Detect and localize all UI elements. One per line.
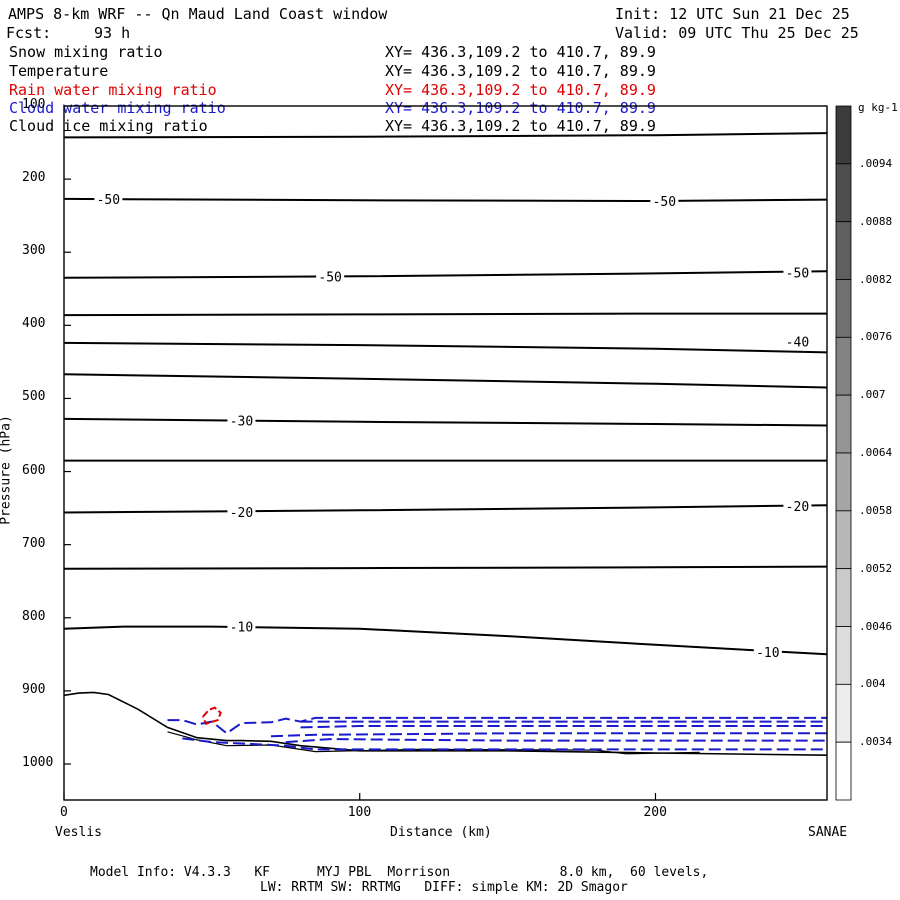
contour-label: -20	[230, 506, 253, 521]
colorbar-swatch	[835, 163, 852, 223]
contour-label: -50	[786, 267, 809, 282]
contour-label: -50	[97, 193, 120, 208]
left-endpoint-label: Veslis	[55, 825, 102, 840]
colorbar-swatch	[835, 683, 852, 743]
temperature-contour	[64, 565, 827, 570]
y-tick-label: 1000	[22, 755, 54, 770]
contour-label: -50	[653, 195, 676, 210]
forecast-label: Fcst:	[6, 24, 52, 42]
field-name-rain: Rain water mixing ratio	[9, 81, 217, 99]
colorbar-swatch	[835, 568, 852, 627]
colorbar-tick-label: .0076	[859, 330, 893, 344]
temperature-contour	[64, 504, 827, 514]
model-info-line1: Model Info: V4.3.3 KF MYJ PBL Morrison 8…	[90, 865, 709, 880]
y-tick-label: 900	[22, 681, 46, 697]
contour-label: -40	[786, 335, 809, 350]
field-name-cloud-water: Cloud water mixing ratio	[9, 99, 226, 117]
colorbar-swatch	[835, 626, 852, 685]
chart-title: AMPS 8-km WRF -- Qn Maud Land Coast wind…	[8, 5, 388, 23]
temperature-contour	[64, 417, 827, 427]
contour-label-bg	[783, 333, 812, 349]
colorbar-swatch	[835, 221, 852, 280]
field-name-temperature: Temperature	[9, 62, 109, 80]
cloud-water-contour	[300, 725, 827, 729]
y-axis-label: Pressure (hPa)	[0, 415, 14, 525]
y-tick-label: 300	[22, 243, 46, 259]
x-tick-label: 200	[643, 805, 667, 820]
colorbar-swatch	[835, 452, 852, 512]
y-tick-label: 800	[22, 608, 46, 624]
colorbar-tick-label: .004	[859, 677, 886, 691]
field-xy-snow: XY= 436.3,109.2 to 410.7, 89.9	[385, 43, 656, 61]
cloud-water-contour	[270, 732, 827, 738]
field-xy-cloud-water: XY= 436.3,109.2 to 410.7, 89.9	[385, 99, 656, 117]
colorbar-tick-label: .0064	[859, 446, 893, 459]
plot-area: -50 -50 -50 -50 -40 -30 -20 -20 -10 -10	[64, 132, 827, 756]
x-axis-label: Distance (km)	[390, 825, 492, 840]
model-info-line2: LW: RRTM SW: RRTMG DIFF: simple KM: 2D S…	[260, 880, 628, 895]
colorbar-swatch	[835, 394, 852, 454]
field-xy-rain: XY= 436.3,109.2 to 410.7, 89.9	[385, 81, 656, 99]
temperature-contour	[64, 312, 827, 317]
x-tick-label: 0	[60, 805, 68, 820]
contour-label: -30	[230, 414, 253, 429]
valid-time: Valid: 09 UTC Thu 25 Dec 25	[615, 24, 859, 42]
temperature-contour	[64, 341, 827, 354]
temperature-contour	[64, 270, 827, 279]
contour-label-bg	[783, 264, 812, 280]
field-name-snow: Snow mixing ratio	[9, 43, 163, 61]
contour-label: -10	[230, 621, 253, 636]
contour-label-bg	[227, 412, 256, 428]
cloud-water-contour	[182, 737, 827, 751]
temperature-contour	[64, 373, 827, 389]
colorbar-tick-label: .0046	[859, 619, 893, 633]
field-xy-cloud-ice: XY= 436.3,109.2 to 410.7, 89.9	[385, 117, 656, 135]
contour-label: -20	[786, 500, 809, 515]
colorbar-tick-label: .0082	[859, 272, 893, 286]
colorbar-tick-label: .0088	[859, 214, 893, 228]
y-tick-label: 600	[22, 462, 46, 478]
y-tick-label: 500	[22, 389, 46, 405]
cloud-water-contour	[285, 738, 827, 744]
contour-label-bg	[316, 268, 345, 284]
y-tick-label: 100	[22, 97, 46, 112]
colorbar-swatch	[835, 279, 852, 338]
contour-label-bg	[753, 644, 782, 660]
terrain-line	[64, 691, 827, 756]
temperature-contour	[64, 132, 827, 139]
x-tick-label: 100	[347, 805, 372, 820]
contour-label: -10	[756, 646, 779, 661]
colorbar-swatch	[835, 741, 852, 801]
y-tick-label: 700	[22, 535, 46, 551]
colorbar-tick-label: .0052	[859, 561, 893, 575]
field-name-cloud-ice: Cloud ice mixing ratio	[9, 117, 208, 135]
forecast-hour: 93 h	[94, 24, 131, 42]
cloud-water-contour	[167, 716, 827, 735]
temperature-contour	[64, 625, 827, 656]
contour-label-bg	[227, 503, 256, 519]
init-time: Init: 12 UTC Sun 21 Dec 25	[615, 5, 850, 23]
y-tick-label: 200	[22, 170, 46, 186]
contour-label-bg	[783, 497, 812, 513]
colorbar-swatch	[835, 105, 852, 165]
colorbar-tick-label: .0034	[859, 735, 893, 749]
temperature-contour	[64, 197, 827, 203]
colorbar-unit: g kg-1	[858, 101, 898, 114]
contour-label-bg	[650, 193, 679, 209]
colorbar-tick-label: .0058	[859, 503, 893, 517]
right-endpoint-label: SANAE	[808, 825, 848, 840]
colorbar-tick-label: .007	[859, 388, 886, 402]
y-tick-label: 400	[22, 316, 46, 332]
contour-label: -50	[318, 270, 341, 285]
contour-label-bg	[227, 618, 256, 634]
colorbar-swatch	[835, 336, 852, 396]
field-xy-temperature: XY= 436.3,109.2 to 410.7, 89.9	[385, 62, 656, 80]
plot-frame	[63, 105, 828, 801]
rain-contour	[202, 706, 222, 726]
colorbar-tick-label: .0094	[859, 156, 893, 170]
colorbar-swatch	[835, 510, 852, 570]
contour-label-bg	[94, 190, 123, 206]
